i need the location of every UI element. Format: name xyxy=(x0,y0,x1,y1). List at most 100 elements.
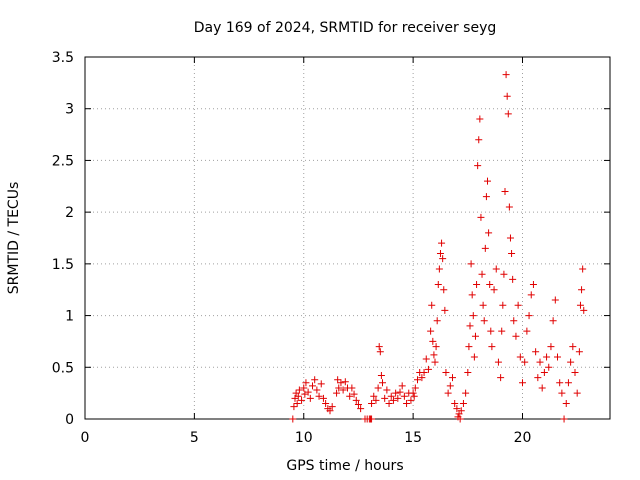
data-point xyxy=(374,384,382,392)
data-point xyxy=(442,368,450,376)
data-point xyxy=(534,374,542,382)
data-point xyxy=(508,250,516,258)
data-point xyxy=(290,403,298,411)
data-point xyxy=(433,317,441,325)
x-tick-label: 0 xyxy=(81,430,90,446)
data-point xyxy=(481,244,489,252)
data-point xyxy=(400,392,408,400)
data-point xyxy=(567,358,575,366)
data-point xyxy=(500,270,508,278)
data-point xyxy=(479,301,487,309)
data-point xyxy=(478,270,486,278)
data-point xyxy=(319,394,327,402)
data-point xyxy=(468,291,476,299)
data-point xyxy=(346,392,354,400)
data-point xyxy=(560,415,568,423)
data-point xyxy=(410,392,418,400)
y-tick-label: 2.5 xyxy=(52,153,74,169)
data-point xyxy=(420,368,428,376)
data-point xyxy=(441,306,449,314)
y-tick-label: 1 xyxy=(65,309,74,325)
data-point xyxy=(512,332,520,340)
data-point xyxy=(501,187,509,195)
data-point xyxy=(428,301,436,309)
data-point xyxy=(464,368,472,376)
data-point xyxy=(368,415,376,423)
data-point xyxy=(467,260,475,268)
data-point xyxy=(449,374,456,382)
data-point xyxy=(431,358,439,366)
data-point xyxy=(396,388,404,396)
data-point xyxy=(475,136,483,144)
data-point xyxy=(473,281,481,289)
data-point xyxy=(471,332,479,340)
data-point xyxy=(514,301,522,309)
data-point xyxy=(505,203,513,211)
data-point xyxy=(300,384,308,392)
data-point xyxy=(350,390,358,398)
data-point xyxy=(488,343,496,351)
data-point xyxy=(322,399,330,407)
x-axis-label: GPS time / hours xyxy=(286,458,403,474)
data-point xyxy=(466,322,474,330)
plot-frame xyxy=(84,56,611,420)
data-point xyxy=(569,343,577,351)
data-point xyxy=(430,351,438,359)
data-point xyxy=(521,358,529,366)
data-point xyxy=(381,394,389,402)
data-point xyxy=(564,379,572,387)
data-point xyxy=(354,401,362,409)
data-point xyxy=(293,399,301,407)
data-point xyxy=(432,343,440,351)
data-point xyxy=(317,380,325,388)
data-point xyxy=(465,343,473,351)
data-point xyxy=(519,379,526,387)
data-point xyxy=(335,384,343,392)
data-point xyxy=(357,405,365,413)
data-point xyxy=(482,193,490,201)
data-point xyxy=(516,353,524,361)
chart-title: Day 169 of 2024, SRMTID for receiver sey… xyxy=(194,20,497,36)
data-point xyxy=(440,286,448,294)
data-point xyxy=(434,281,442,289)
data-point xyxy=(549,317,557,325)
data-point xyxy=(494,358,502,366)
data-point xyxy=(309,382,316,390)
data-point xyxy=(414,376,421,384)
data-point xyxy=(506,234,514,242)
data-point xyxy=(352,396,360,404)
data-point xyxy=(571,368,579,376)
data-point xyxy=(474,162,482,170)
data-point xyxy=(558,389,566,397)
data-point xyxy=(509,275,517,283)
data-point xyxy=(294,392,302,400)
data-point xyxy=(579,265,587,273)
x-tick-label: 10 xyxy=(295,430,313,446)
data-point xyxy=(295,386,303,394)
data-point xyxy=(476,115,484,123)
data-point xyxy=(379,379,386,387)
data-point xyxy=(556,379,564,387)
data-point xyxy=(392,389,400,397)
y-axis-label: SRMTID / TECUs xyxy=(6,182,22,295)
data-point xyxy=(499,301,507,309)
y-tick-label: 0 xyxy=(65,412,74,428)
data-point xyxy=(375,343,383,351)
data-point xyxy=(497,374,505,382)
data-point xyxy=(487,327,495,335)
data-point xyxy=(387,392,395,400)
data-point xyxy=(503,92,511,100)
grid-lines xyxy=(85,57,610,419)
data-point xyxy=(313,386,321,394)
data-point xyxy=(457,407,465,415)
data-point xyxy=(298,396,306,404)
y-tick-label: 0.5 xyxy=(52,360,74,376)
data-point xyxy=(389,396,397,404)
data-point xyxy=(435,265,443,273)
data-point xyxy=(484,177,491,185)
data-point xyxy=(418,374,426,382)
data-point xyxy=(523,327,531,335)
data-point xyxy=(446,382,454,390)
